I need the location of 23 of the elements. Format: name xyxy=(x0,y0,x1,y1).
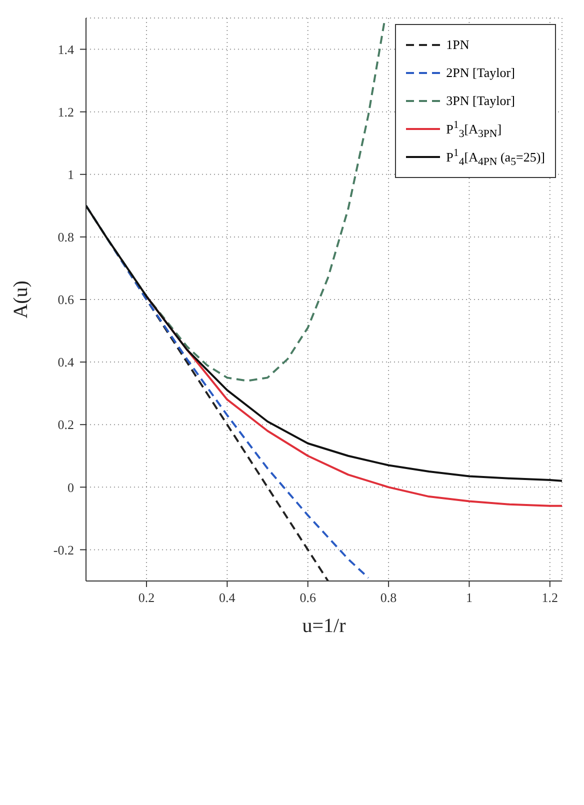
line-series xyxy=(86,204,562,482)
y-tick-label: -0.2 xyxy=(53,542,74,558)
x-tick-label: 1.2 xyxy=(542,590,558,606)
y-tick-label: 0.2 xyxy=(58,417,74,432)
x-tick-label: 1 xyxy=(466,590,472,606)
y-tick-label: 0.8 xyxy=(58,230,74,245)
x-axis-title: u=1/r xyxy=(302,615,346,637)
y-tick-label: 0.4 xyxy=(58,354,74,370)
x-tick-label: 0.2 xyxy=(138,590,155,606)
y-tick-label: 0.6 xyxy=(58,292,74,308)
y-axis-title: A(u) xyxy=(10,280,32,318)
legend-label: 1PN xyxy=(446,37,470,53)
x-tick-label: 0.4 xyxy=(219,590,236,606)
y-tick-label: 1.2 xyxy=(58,104,74,120)
y-tick-label: 1 xyxy=(68,167,74,182)
legend-label: 3PN [Taylor] xyxy=(446,93,515,109)
legend-label: P$^{1}$$_{3}$[A$_{3PN}$] xyxy=(446,118,502,140)
x-tick-label: 0.6 xyxy=(300,590,316,606)
legend-label: 2PN [Taylor] xyxy=(446,65,515,81)
y-tick-label: 1.4 xyxy=(58,42,74,57)
x-tick-label: 0.8 xyxy=(380,590,397,606)
legend-label: P$^{1}$$_{4}$[A$_{4PN}$ (a$_{5}$=25)] xyxy=(446,146,545,168)
y-tick-label: 0 xyxy=(68,480,74,495)
